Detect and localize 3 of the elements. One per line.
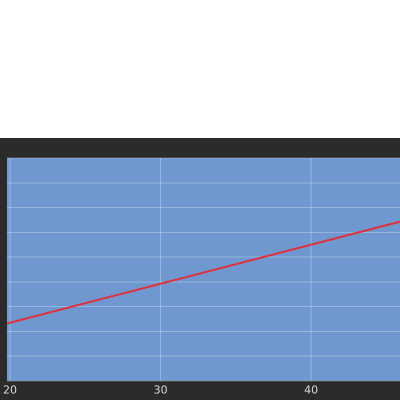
x-tick-label: 40: [304, 383, 318, 396]
x-tick-label: 20: [3, 383, 17, 396]
x-tick-label: 30: [154, 383, 168, 396]
